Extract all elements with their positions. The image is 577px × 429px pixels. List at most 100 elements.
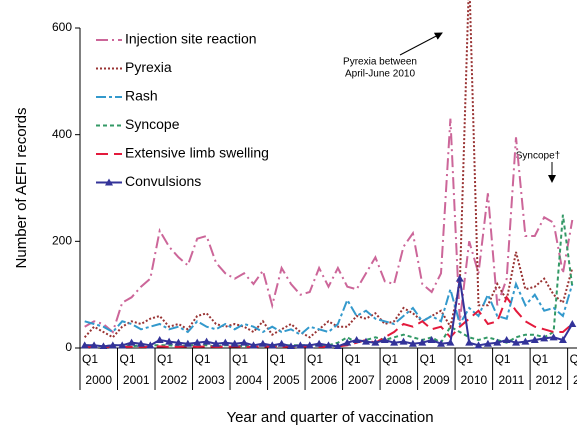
point-marker — [174, 338, 183, 346]
series-line — [84, 280, 574, 336]
series-line — [84, 214, 574, 348]
point-marker — [408, 339, 417, 347]
point-marker — [155, 336, 164, 343]
legend-label: Convulsions — [125, 173, 201, 189]
point-marker — [211, 339, 220, 347]
x-tick-label: Q1 — [195, 352, 211, 366]
x-tick-label: Q1 — [82, 352, 98, 366]
point-marker — [493, 338, 502, 346]
x-tick-label: Q1 — [382, 352, 398, 366]
point-marker — [474, 341, 483, 349]
point-marker — [108, 341, 117, 349]
series-line — [83, 0, 574, 339]
point-marker — [521, 337, 530, 345]
legend-label: Injection site reaction — [125, 31, 257, 47]
year-label: 2007 — [348, 373, 375, 387]
point-marker — [277, 339, 286, 347]
annotation-arrow — [399, 32, 443, 56]
y-tick-label: 0 — [65, 340, 72, 354]
series-line — [84, 118, 574, 334]
point-marker — [530, 336, 539, 343]
annotation: Pyrexia between — [343, 57, 417, 68]
point-marker — [268, 341, 277, 349]
x-tick-label: Q1 — [120, 352, 136, 366]
point-marker — [371, 338, 380, 346]
x-axis-label: Year and quarter of vaccination — [226, 409, 433, 426]
year-label: 2012 — [536, 373, 563, 387]
point-marker — [455, 274, 464, 282]
point-marker — [334, 342, 342, 349]
point-marker — [512, 338, 521, 346]
point-marker — [446, 338, 455, 346]
legend-marker — [105, 178, 113, 186]
point-marker — [568, 320, 577, 327]
year-label: 2008 — [385, 373, 412, 387]
plot-area — [80, 0, 577, 349]
y-tick-label: 400 — [52, 127, 72, 141]
point-marker — [165, 337, 174, 345]
legend-label: Pyrexia — [125, 59, 172, 75]
point-marker — [221, 338, 230, 346]
x-tick-label: Q1 — [157, 352, 173, 366]
year-label: 2004 — [235, 373, 262, 387]
point-marker — [390, 338, 399, 346]
y-tick-label: 200 — [52, 234, 72, 248]
point-marker — [362, 337, 371, 345]
year-label: 2001 — [123, 373, 150, 387]
legend-label: Rash — [125, 88, 158, 104]
point-marker — [324, 341, 333, 349]
point-marker — [352, 336, 361, 343]
x-tick-label: Q1 — [270, 352, 286, 366]
x-tick-label: Q1 — [495, 352, 511, 366]
point-marker — [183, 339, 192, 347]
point-marker — [90, 341, 99, 349]
point-marker — [296, 341, 305, 349]
point-marker — [118, 341, 127, 349]
x-tick-label: Q1 — [420, 352, 436, 366]
year-label: 2005 — [273, 373, 300, 387]
point-marker — [399, 337, 408, 345]
point-marker — [240, 338, 249, 346]
year-label: 2003 — [198, 373, 225, 387]
point-marker — [230, 339, 239, 347]
point-marker — [427, 336, 436, 343]
x-tick-label: Q1 — [345, 352, 361, 366]
point-marker — [80, 341, 89, 349]
point-marker — [249, 341, 258, 349]
point-marker — [305, 341, 314, 349]
year-label: 2000 — [85, 373, 112, 387]
year-label: 2010 — [460, 373, 487, 387]
point-marker — [418, 338, 427, 346]
point-marker — [343, 338, 352, 346]
point-marker — [540, 334, 549, 342]
point-marker — [502, 336, 511, 343]
point-marker — [193, 338, 202, 346]
year-label: 2006 — [310, 373, 337, 387]
year-label: 2011 — [498, 373, 524, 387]
point-marker — [558, 336, 567, 343]
point-marker — [202, 337, 211, 345]
legend-label: Extensive limb swelling — [125, 145, 269, 161]
point-marker — [136, 339, 145, 347]
legend-label: Syncope — [125, 116, 180, 132]
year-label: 2009 — [423, 373, 450, 387]
x-tick-label: Q1 — [532, 352, 548, 366]
y-tick-label: 600 — [52, 20, 72, 34]
point-marker — [483, 339, 492, 347]
point-marker — [287, 342, 295, 349]
point-marker — [437, 339, 446, 347]
x-tick-label: Q1 — [570, 352, 577, 366]
point-marker — [258, 339, 267, 347]
point-marker — [99, 342, 108, 349]
year-label: 2002 — [160, 373, 187, 387]
y-axis-label: Number of AEFI records — [13, 108, 30, 269]
point-marker — [146, 341, 155, 349]
point-marker — [380, 336, 389, 343]
x-tick-label: Q1 — [232, 352, 248, 366]
x-tick-label: Q1 — [307, 352, 323, 366]
x-tick-label: Q1 — [457, 352, 473, 366]
annotation: Syncope† — [516, 151, 560, 162]
year-label: 2013 — [573, 373, 577, 387]
point-marker — [315, 339, 324, 347]
